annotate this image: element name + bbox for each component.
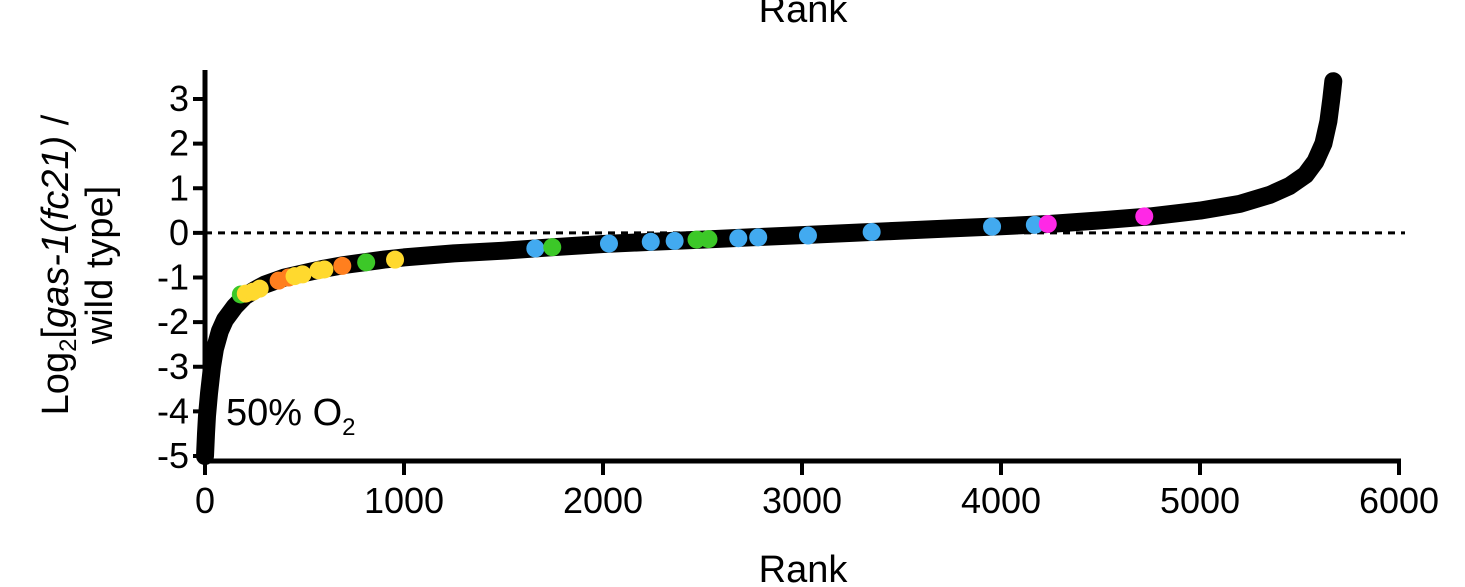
- plot-area: [196, 72, 1405, 465]
- y-tick-label: 1: [169, 167, 189, 208]
- x-tick-label: 6000: [1359, 480, 1439, 521]
- y-axis-title-prefix: Log: [35, 352, 77, 415]
- y-tick-label: 0: [169, 212, 189, 253]
- y-tick-label: 3: [169, 78, 189, 119]
- y-axis-title: Log2[gas-1(fc21) / wild type]: [35, 114, 121, 415]
- y-axis-title-genotype: gas-1(fc21): [35, 136, 77, 328]
- condition-annotation-text: 50% O: [226, 392, 342, 434]
- highlighted-point: [749, 228, 768, 247]
- y-tick-label: -5: [157, 435, 189, 476]
- highlighted-point: [526, 239, 545, 258]
- highlighted-point: [543, 238, 562, 257]
- highlighted-point: [862, 222, 881, 241]
- y-axis-title-slash: /: [35, 114, 77, 136]
- highlighted-point: [699, 230, 718, 249]
- x-tick-label: 4000: [961, 480, 1041, 521]
- y-axis-title-line2: wild type]: [79, 186, 121, 345]
- y-tick-label: 2: [169, 123, 189, 164]
- highlighted-point: [798, 226, 817, 245]
- ranked-curve: [196, 72, 1343, 465]
- highlighted-point: [599, 234, 618, 253]
- condition-annotation: 50% O2: [226, 392, 356, 441]
- highlighted-point: [1025, 215, 1044, 234]
- highlighted-point: [333, 256, 352, 275]
- y-tick-label: -3: [157, 346, 189, 387]
- svg-text:Log2[gas-1(fc21) /: Log2[gas-1(fc21) /: [35, 114, 82, 415]
- y-axis-title-sub: 2: [55, 339, 82, 352]
- condition-annotation-sub: 2: [342, 414, 355, 441]
- highlighted-point: [250, 279, 269, 298]
- y-tick-label: -2: [157, 301, 189, 342]
- y-tick-label: -1: [157, 257, 189, 298]
- x-tick-label: 1000: [364, 480, 444, 521]
- highlighted-point: [641, 232, 660, 251]
- highlighted-point: [983, 217, 1002, 236]
- highlighted-point: [1038, 214, 1057, 233]
- y-tick-label: -4: [157, 390, 189, 431]
- x-axis-title: Rank: [759, 549, 849, 587]
- highlighted-point: [729, 229, 748, 248]
- highlighted-point: [315, 260, 334, 279]
- highlighted-point: [386, 250, 405, 269]
- x-axis: 0 1000 2000 3000 4000 5000 6000: [195, 458, 1439, 521]
- highlighted-points: [231, 207, 1154, 304]
- highlighted-point: [665, 231, 684, 250]
- highlighted-point: [357, 253, 376, 272]
- highlighted-point: [1135, 207, 1154, 226]
- x-tick-label: 5000: [1160, 480, 1240, 521]
- y-axis-title-bracket: [: [35, 328, 77, 339]
- top-axis-title: Rank: [759, 0, 849, 31]
- x-tick-label: 0: [195, 480, 215, 521]
- x-tick-label: 3000: [762, 480, 842, 521]
- highlighted-point: [293, 265, 312, 284]
- x-tick-label: 2000: [563, 480, 643, 521]
